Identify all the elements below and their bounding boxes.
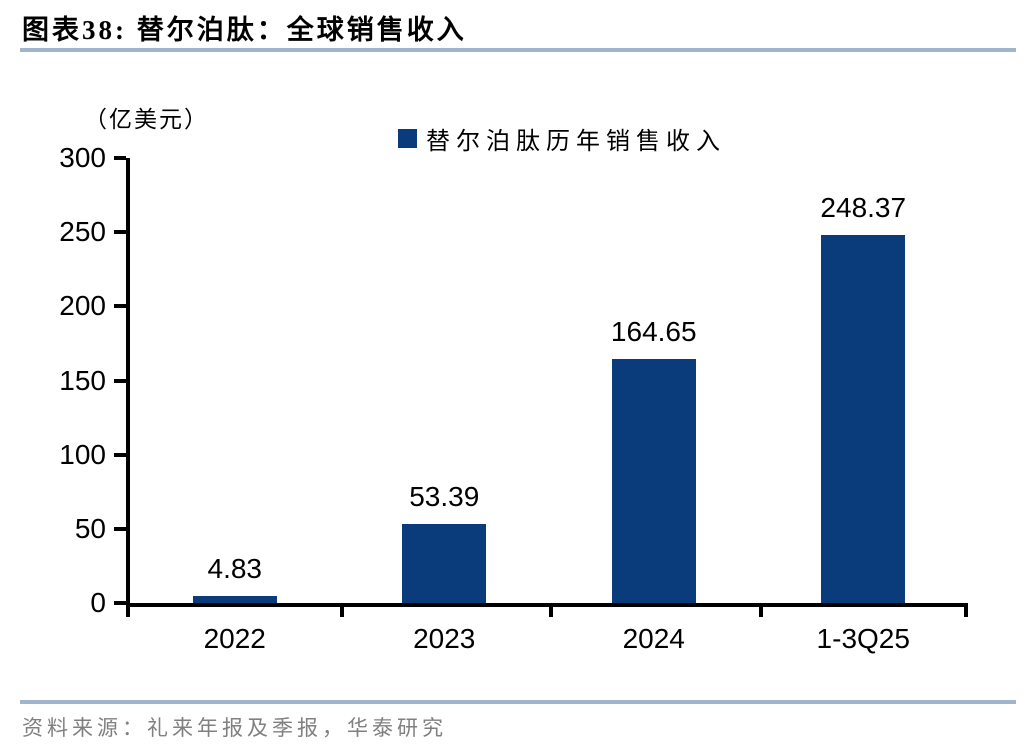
y-axis-tick-label: 300 <box>59 142 106 173</box>
bar-value-label: 248.37 <box>820 191 907 223</box>
bar-2023 <box>402 523 487 603</box>
x-axis-tick <box>549 607 553 617</box>
x-axis-tick <box>339 607 344 617</box>
y-axis-tick <box>114 452 126 457</box>
y-axis-tick-label: 100 <box>59 438 106 470</box>
source-note: 资料来源：礼来年报及季报，华泰研究 <box>22 716 447 740</box>
legend-swatch-icon <box>398 129 417 148</box>
figure-title: 图表38: 替尔泊肽：全球销售收入 <box>22 15 467 45</box>
bar-value-label: 53.39 <box>409 480 480 512</box>
y-axis-unit-label: （亿美元） <box>84 107 209 132</box>
bar-value-label: 4.83 <box>207 552 263 584</box>
title-divider-rule <box>20 48 1016 52</box>
footer-divider-rule <box>20 700 1016 704</box>
x-axis-tick <box>126 607 130 617</box>
bar-value-label: 164.65 <box>610 315 697 347</box>
y-axis-tick <box>114 230 126 235</box>
x-axis-category-label: 2024 <box>622 623 685 654</box>
x-axis-category-label: 2022 <box>203 623 266 654</box>
y-axis-tick <box>114 526 126 531</box>
bar-chart-plot-area: 0 50 100 150 200 250 300 4.83 2022 53.39 2023 164.6… <box>59 144 968 653</box>
bar-1-3Q25 <box>821 234 906 603</box>
y-axis-tick-label: 250 <box>59 216 106 248</box>
y-axis-tick <box>114 601 126 605</box>
y-axis-tick <box>114 378 126 383</box>
y-axis-tick-label: 0 <box>90 587 106 618</box>
chart-legend: 替尔泊肽历年销售收入 <box>398 121 726 156</box>
y-axis-tick <box>114 304 126 309</box>
y-axis-tick-label: 200 <box>59 290 106 322</box>
legend-label: 替尔泊肽历年销售收入 <box>426 129 726 155</box>
y-axis-tick-label: 50 <box>74 512 106 544</box>
x-axis-tick <box>758 607 763 617</box>
bar-2024 <box>611 358 696 603</box>
y-axis-tick-label: 150 <box>59 364 106 396</box>
x-axis-category-label: 1-3Q25 <box>816 623 910 654</box>
x-axis-category-label: 2023 <box>413 623 476 654</box>
y-axis-tick <box>114 156 126 160</box>
bar-2022 <box>192 595 277 603</box>
x-axis-tick <box>964 607 968 617</box>
